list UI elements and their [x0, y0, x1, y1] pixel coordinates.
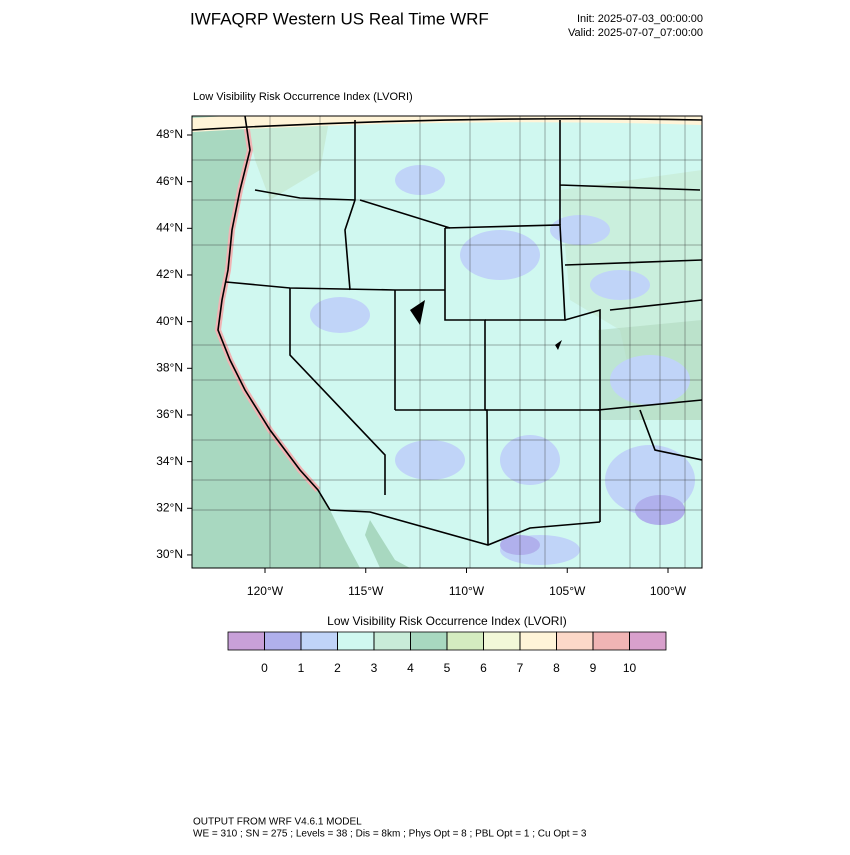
lat-tick-label: 48°N — [156, 127, 183, 141]
colorbar-tick-label: 2 — [334, 661, 341, 675]
lat-tick-label: 44°N — [156, 220, 183, 234]
lon-tick-label: 110°W — [449, 584, 485, 598]
map: 48°N 46°N 44°N 42°N 40°N 38°N 36°N 34°N 32°N 30°N… — [156, 115, 703, 598]
colorbar-tick-label: 7 — [517, 661, 524, 675]
footer-line: WE = 310 ; SN = 275 ; Levels = 38 ; Dis … — [193, 829, 587, 840]
gulf — [365, 520, 410, 568]
colorbar-box — [300, 631, 338, 651]
state-lines — [192, 116, 702, 546]
colorbar-box — [556, 631, 594, 651]
colorbar-box — [519, 631, 557, 651]
init-time: Init: 2025-07-03_00:00:00 — [577, 13, 703, 25]
colorbar-tick-label: 6 — [480, 661, 487, 675]
lat-tick-label: 34°N — [156, 454, 183, 468]
county-lines — [192, 116, 702, 568]
colorbar: 0 1 2 3 4 5 6 7 8 9 10 — [227, 631, 667, 675]
colorbar-box — [446, 631, 484, 651]
cascades-green — [245, 116, 330, 200]
lat-tick-label: 40°N — [156, 314, 183, 328]
colorbar-box — [264, 631, 302, 651]
colorbar-title: Low Visibility Risk Occurrence Index (LV… — [327, 614, 567, 628]
lat-tick-label: 46°N — [156, 174, 183, 188]
colorbar-tick-label: 9 — [590, 661, 597, 675]
colorbar-tick-label: 0 — [261, 661, 268, 675]
colorbar-box — [410, 631, 448, 651]
lat-tick-label: 42°N — [156, 267, 183, 281]
map-frame — [191, 115, 703, 569]
colorbar-tick-label: 4 — [407, 661, 414, 675]
colorbar-tick-label: 1 — [298, 661, 305, 675]
colorbar-tick-label: 8 — [553, 661, 560, 675]
lat-tick-label: 32°N — [156, 500, 183, 514]
title: IWFAQRP Western US Real Time WRF — [190, 9, 489, 28]
colorbar-box — [483, 631, 521, 651]
lon-tick-label: 105°W — [549, 584, 586, 598]
map-subtitle: Low Visibility Risk Occurrence Index (LV… — [193, 91, 413, 103]
ocean — [192, 116, 360, 568]
colorbar-box — [227, 631, 265, 651]
lon-tick-label: 115°W — [348, 584, 384, 598]
colorbar-tick-label: 5 — [444, 661, 451, 675]
lon-tick-label: 100°W — [650, 584, 687, 598]
colorbar-tick-label: 10 — [623, 661, 637, 675]
colorbar-box — [373, 631, 411, 651]
colorbar-box — [337, 631, 375, 651]
colorbar-box — [629, 631, 667, 651]
colorbar-tick-label: 3 — [371, 661, 378, 675]
colorbar-box — [592, 631, 630, 651]
lat-tick-label: 36°N — [156, 407, 183, 421]
footer-line: OUTPUT FROM WRF V4.6.1 MODEL — [193, 817, 362, 828]
lat-tick-label: 38°N — [156, 360, 183, 374]
lat-tick-label: 30°N — [156, 547, 183, 561]
valid-time: Valid: 2025-07-07_07:00:00 — [568, 27, 703, 39]
lon-tick-label: 120°W — [247, 584, 284, 598]
